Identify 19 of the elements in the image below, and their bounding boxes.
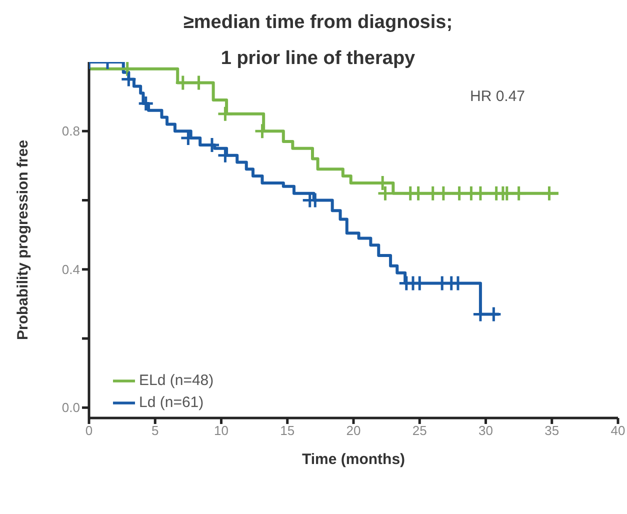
- y-tick-label: 0.4: [62, 262, 80, 277]
- legend-label: ELd (n=48): [139, 372, 214, 389]
- x-axis-title: Time (months): [302, 451, 406, 468]
- x-tick-label: 25: [412, 423, 427, 438]
- annotation: HR 0.47: [470, 88, 526, 105]
- x-tick-label: 10: [214, 423, 228, 438]
- legend-label: Ld (n=61): [139, 394, 204, 411]
- y-axis-title: Probability progression free: [14, 140, 32, 340]
- x-tick-label: 20: [346, 423, 361, 438]
- y-tick-label: 0.8: [62, 124, 80, 139]
- chart-title: ≥median time from diagnosis;: [182, 12, 454, 34]
- x-tick-label: 5: [152, 423, 159, 438]
- y-tick-label: 0.0: [62, 400, 80, 416]
- x-tick-label: 0: [85, 423, 93, 438]
- x-tick-label: 30: [478, 423, 493, 438]
- chart-subtitle: 1 prior line of therapy: [220, 48, 416, 70]
- x-tick-label: 40: [610, 423, 626, 438]
- x-tick-label: 15: [280, 423, 295, 438]
- x-tick-label: 35: [544, 423, 560, 438]
